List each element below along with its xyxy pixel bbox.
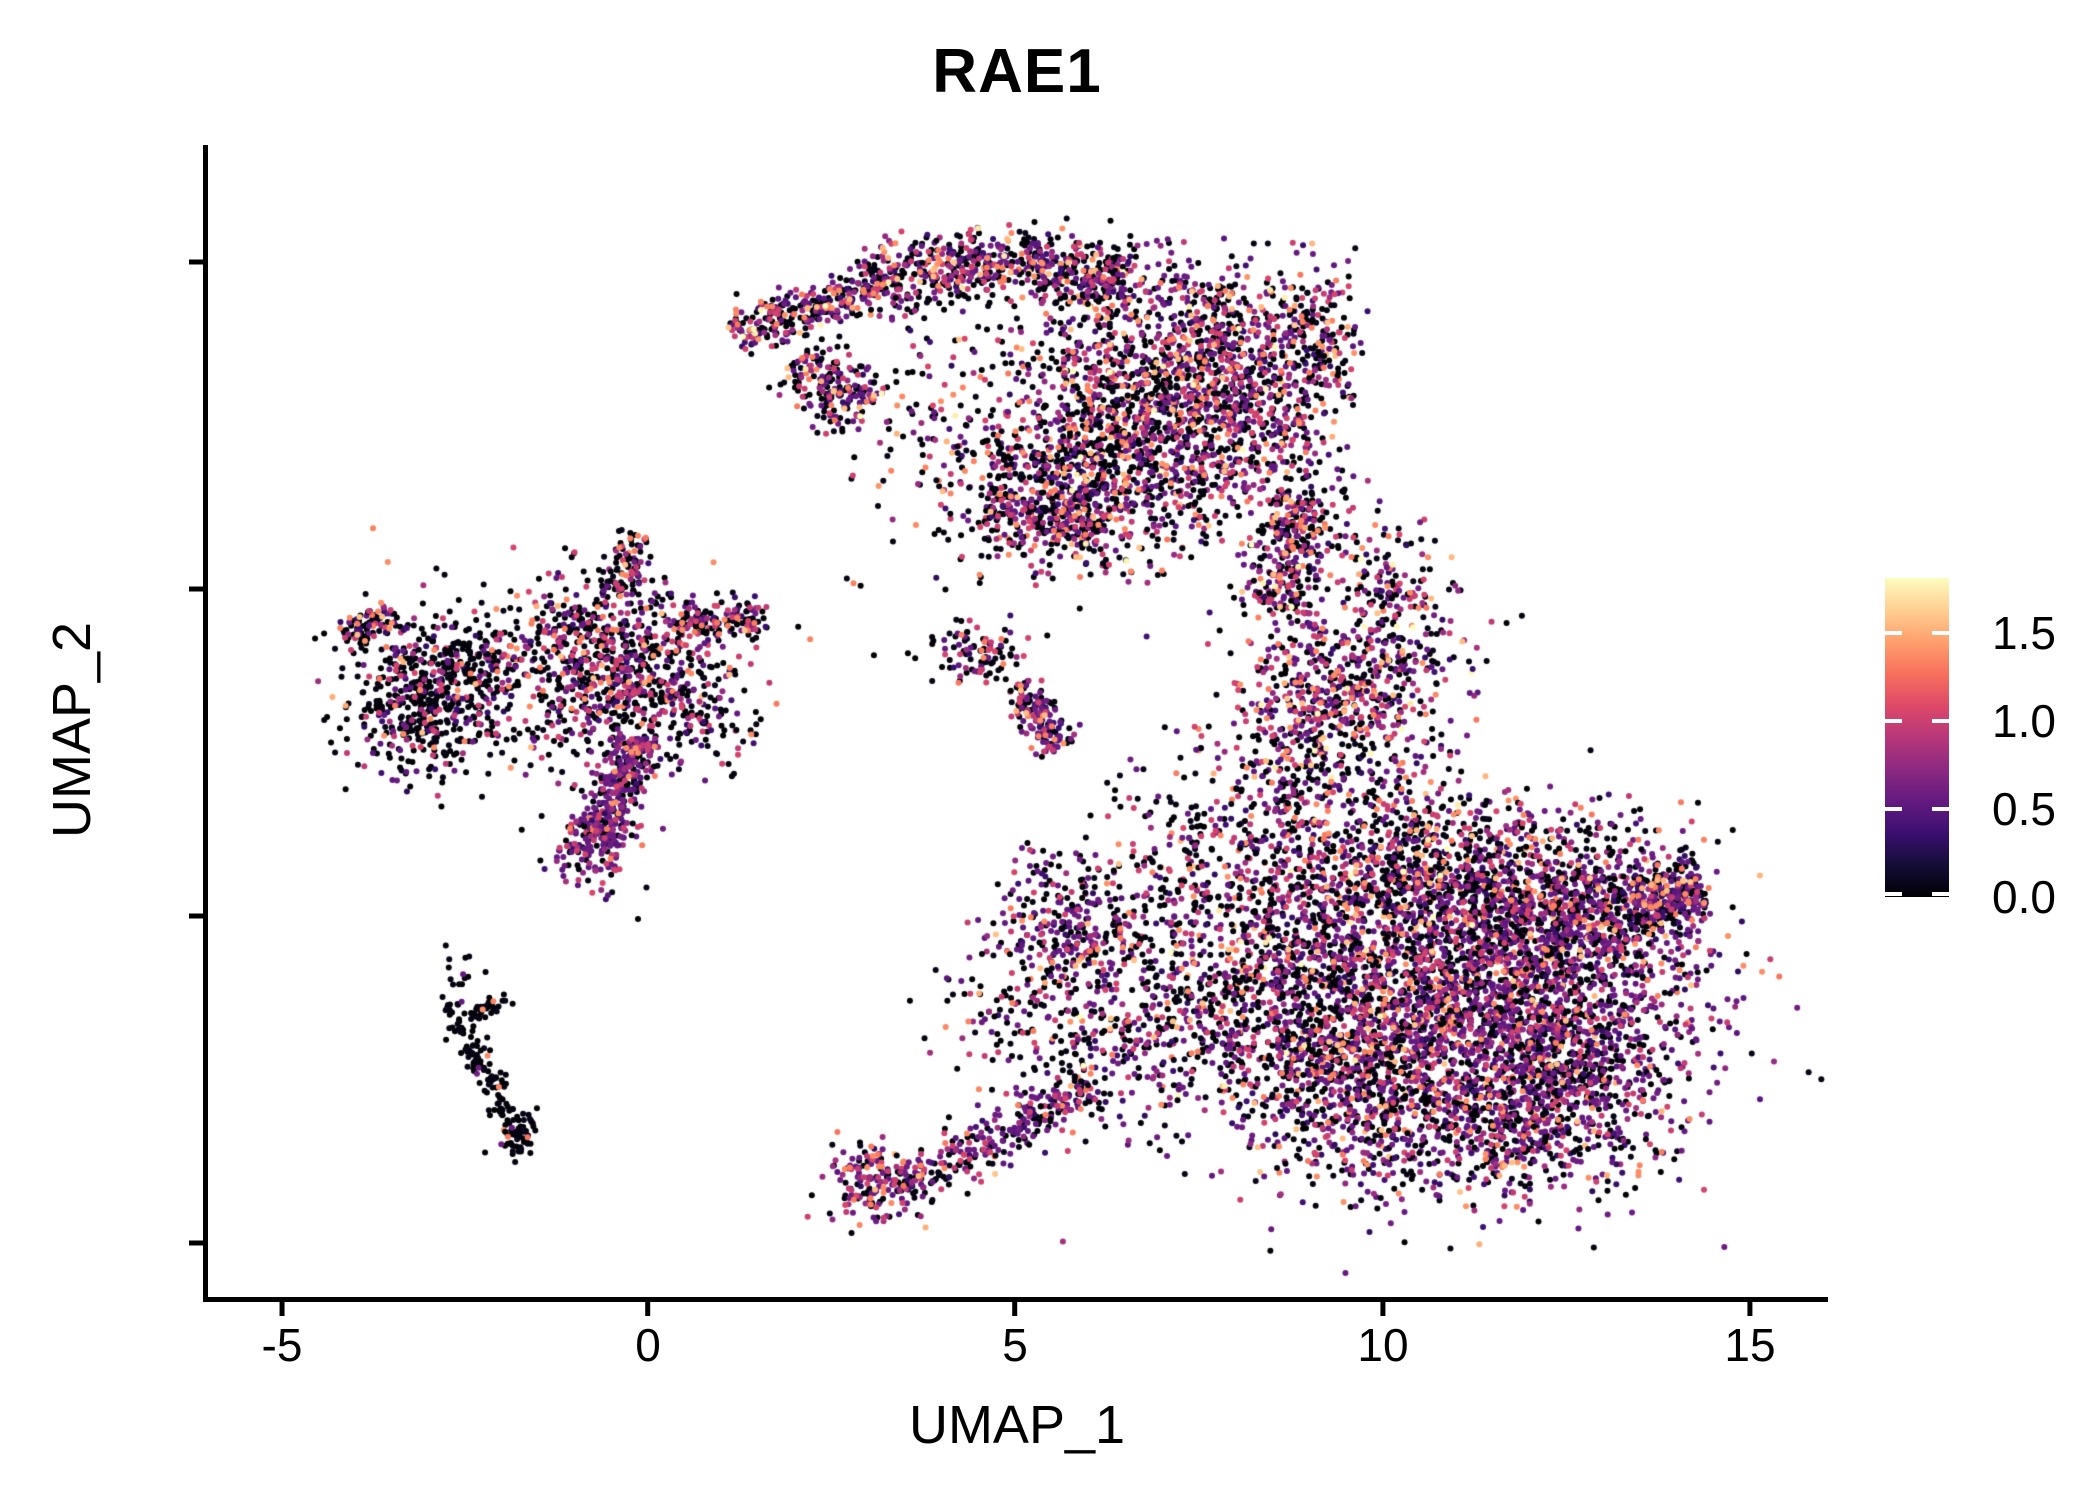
- colorbar-tick-mark: [1885, 631, 1902, 635]
- y-axis-line: [203, 145, 208, 1302]
- colorbar-tick-mark: [1885, 719, 1902, 723]
- x-tick-mark: [1012, 1302, 1018, 1316]
- colorbar-tick-mark: [1932, 892, 1949, 896]
- x-tick-label: 0: [635, 1319, 661, 1371]
- x-tick-label: 5: [1002, 1319, 1028, 1371]
- colorbar-tick-label: 1.5: [1992, 607, 2056, 659]
- x-axis-line: [203, 1297, 1828, 1302]
- y-tick-mark: [189, 259, 203, 265]
- x-tick: 15: [1724, 1302, 1776, 1371]
- y-axis-title: UMAP_2: [42, 621, 102, 839]
- x-tick: 0: [635, 1302, 661, 1368]
- x-tick: 10: [1357, 1302, 1409, 1371]
- colorbar-tick-label: 0.5: [1992, 783, 2056, 835]
- x-tick-label: 15: [1724, 1319, 1776, 1371]
- x-tick-mark: [1747, 1302, 1753, 1316]
- x-tick: -5: [261, 1302, 303, 1371]
- colorbar-gradient: [1885, 578, 1949, 897]
- colorbar-tick-mark: [1932, 807, 1949, 811]
- colorbar-tick-mark: [1932, 631, 1949, 635]
- x-tick: 5: [1002, 1302, 1028, 1368]
- colorbar-tick-mark: [1932, 719, 1949, 723]
- x-tick-mark: [279, 1302, 285, 1316]
- plot-title: RAE1: [932, 37, 1102, 106]
- x-axis-title: UMAP_1: [908, 1395, 1126, 1455]
- x-tick-mark: [645, 1302, 651, 1316]
- colorbar-tick-mark: [1885, 807, 1902, 811]
- x-tick-mark: [1380, 1302, 1386, 1316]
- x-tick-label: 10: [1357, 1319, 1409, 1371]
- y-tick-mark: [189, 913, 203, 919]
- colorbar-tick-mark: [1885, 892, 1902, 896]
- colorbar-tick-label: 1.0: [1992, 695, 2056, 747]
- x-tick-label: -5: [261, 1319, 303, 1371]
- y-tick-mark: [189, 586, 203, 592]
- colorbar-tick-label: 0.0: [1992, 871, 2056, 923]
- y-tick-mark: [189, 1240, 203, 1246]
